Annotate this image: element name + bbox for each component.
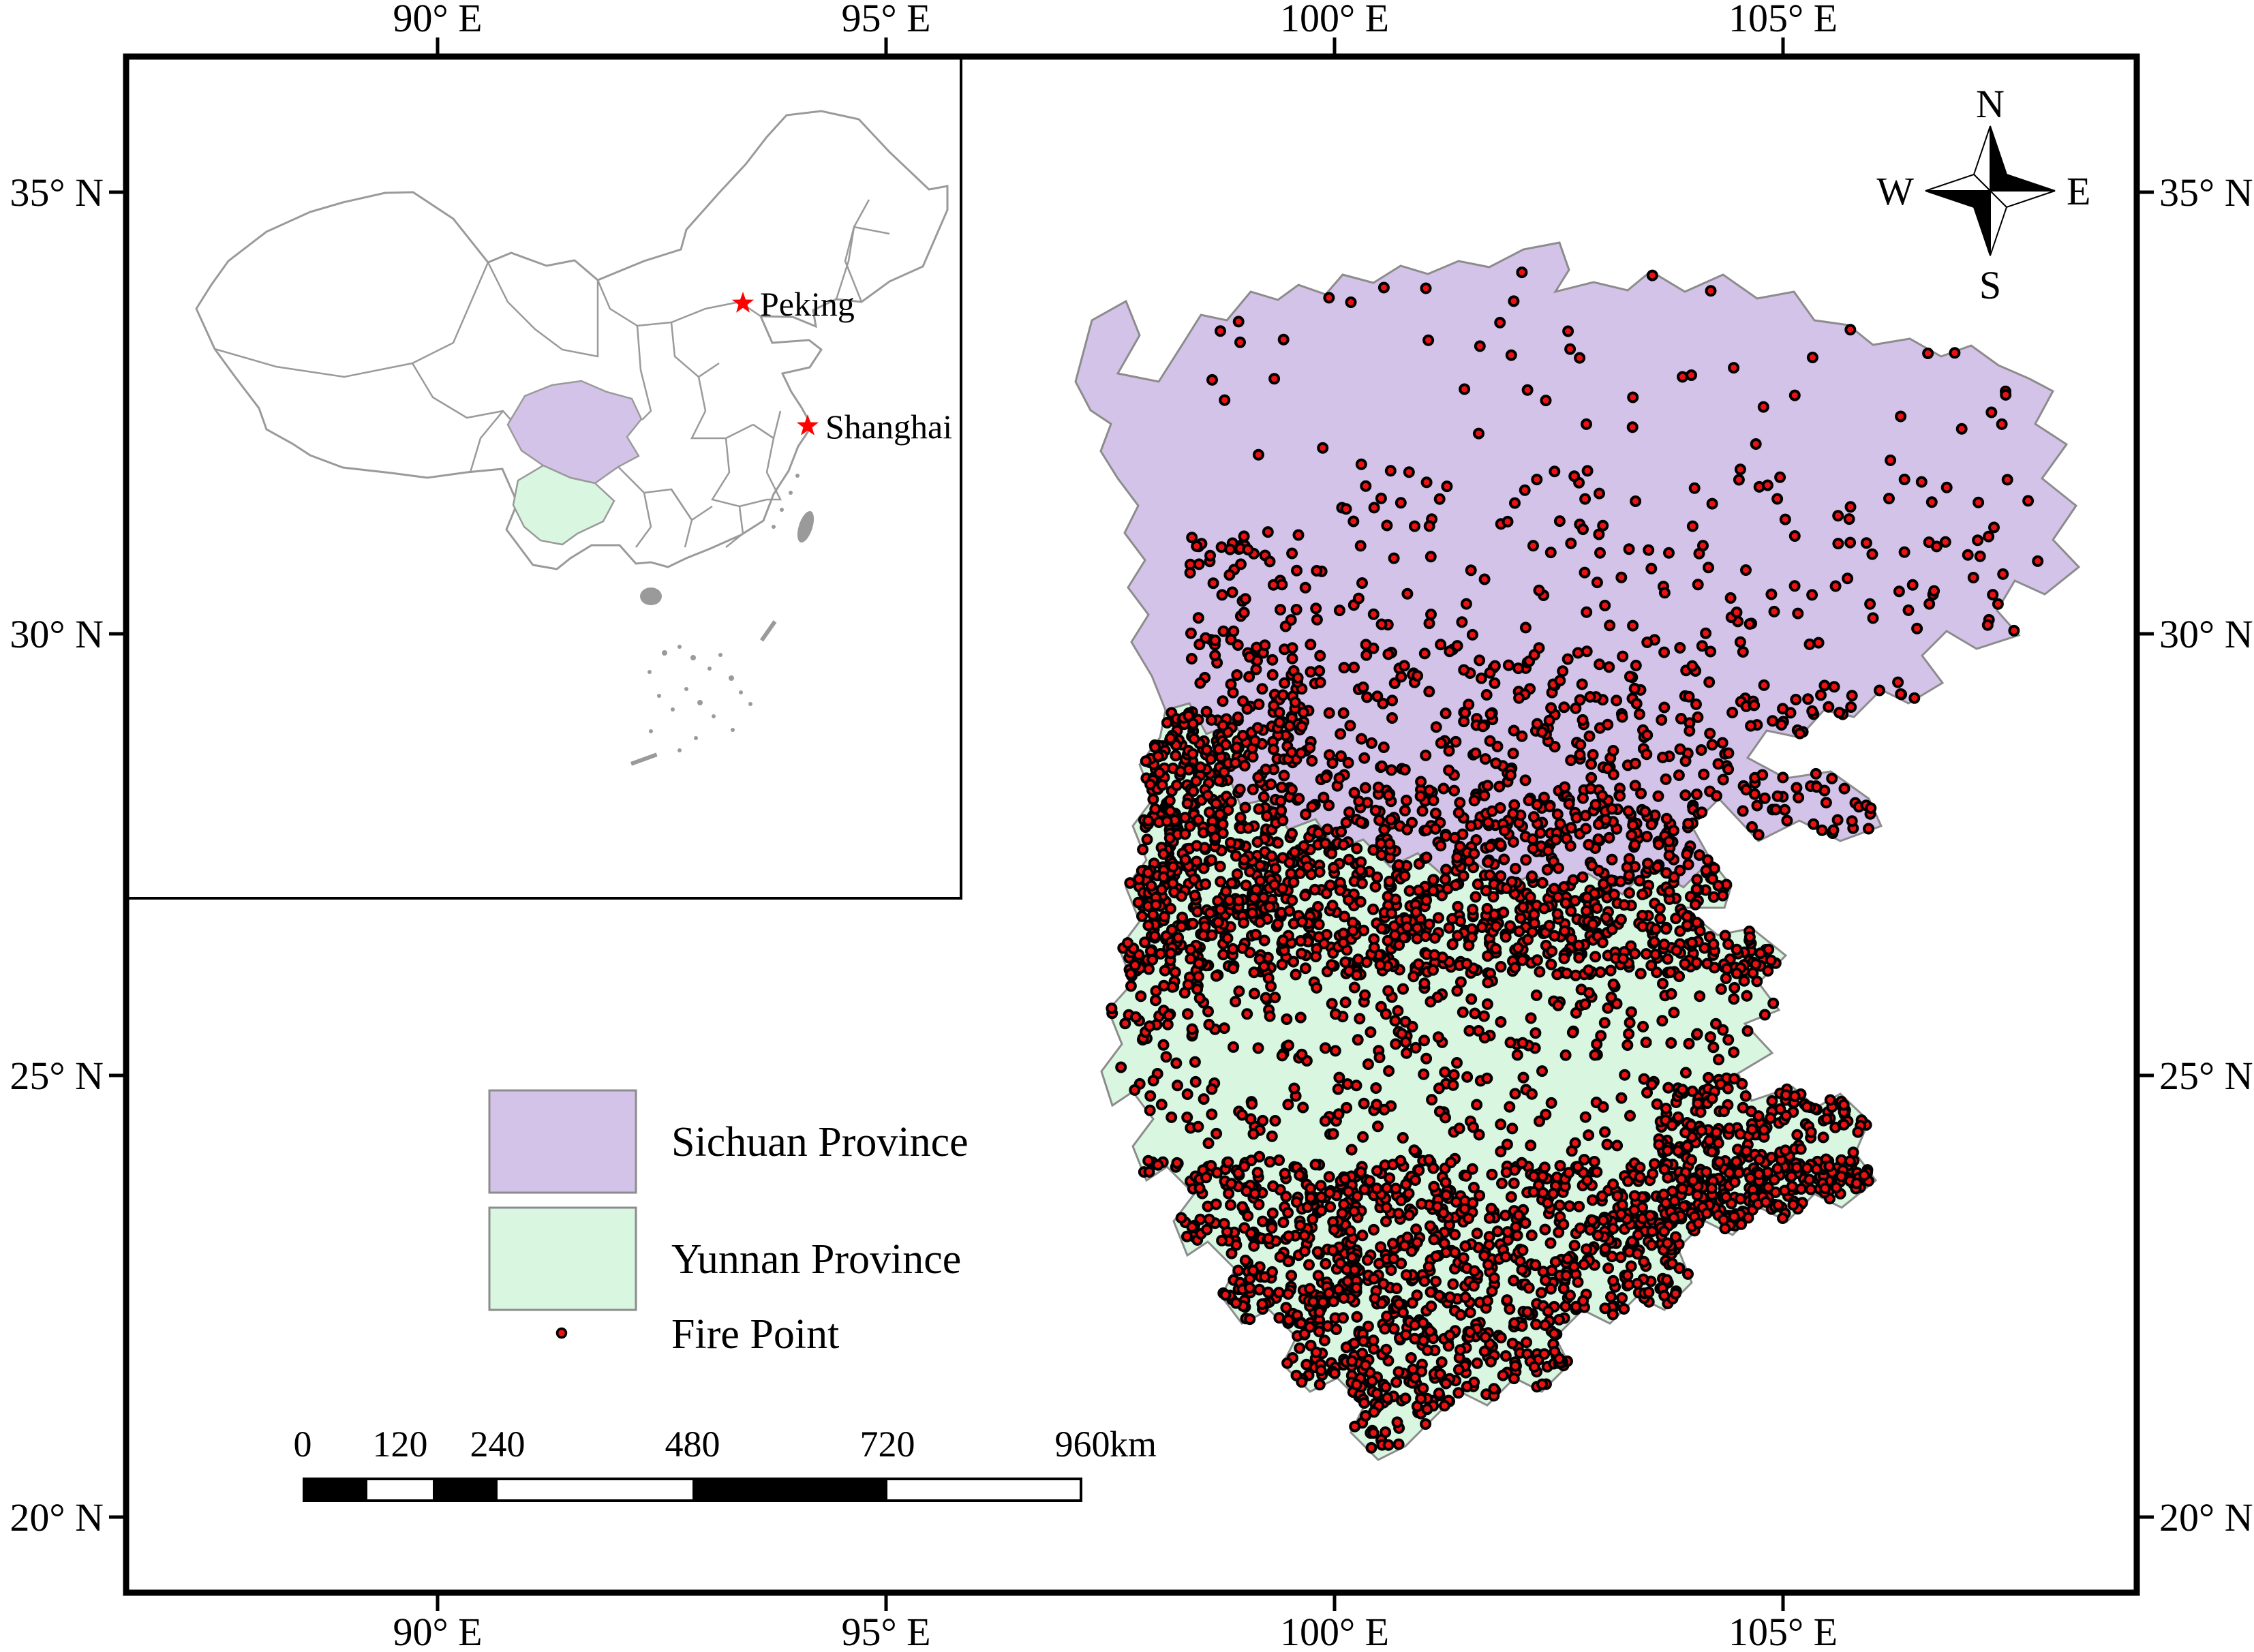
legend: Sichuan Province Yunnan Province Fire Po… xyxy=(488,1089,969,1358)
lat-label-left: 35° N xyxy=(10,170,104,215)
inset-china-map: Peking Shanghai xyxy=(125,55,962,900)
map-frame xyxy=(123,53,2140,1596)
lon-label-bottom: 100° E xyxy=(1280,1610,1389,1652)
lat-label-left: 20° N xyxy=(10,1495,104,1540)
compass-rose-icon: N S W E xyxy=(1876,82,2090,307)
legend-fire-point-icon xyxy=(555,1327,568,1339)
lon-label-top: 95° E xyxy=(841,0,930,40)
scale-tick-label: 480 xyxy=(665,1424,720,1465)
axis-labels: 90° E 95° E 100° E 105° E 90° E 95° E 10… xyxy=(10,0,2253,1652)
islands xyxy=(630,474,814,766)
scale-tick-label: 960 xyxy=(1055,1424,1110,1465)
legend-label-fire-point: Fire Point xyxy=(671,1311,839,1358)
lon-label-top: 105° E xyxy=(1728,0,1838,40)
scale-tick-label: 0 xyxy=(294,1424,312,1465)
legend-swatch-sichuan xyxy=(488,1089,637,1194)
lat-label-right: 20° N xyxy=(2159,1495,2253,1540)
scale-bar-white-segment xyxy=(498,1480,692,1499)
legend-label-yunnan: Yunnan Province xyxy=(671,1236,961,1283)
scale-tick-label: 120 xyxy=(373,1424,428,1465)
lat-label-left: 25° N xyxy=(10,1054,104,1098)
lon-label-bottom: 105° E xyxy=(1728,1610,1838,1652)
legend-label-sichuan: Sichuan Province xyxy=(671,1119,969,1165)
lat-label-right: 30° N xyxy=(2159,612,2253,656)
inset-yunnan-shape xyxy=(512,464,615,546)
scale-unit-label: km xyxy=(1110,1424,1157,1465)
compass-s-label: S xyxy=(1979,263,2001,307)
scale-bar-white-segment xyxy=(367,1480,433,1499)
peking-star-icon xyxy=(731,292,755,313)
axis-ticks xyxy=(109,37,2154,1611)
fire-points-layer xyxy=(1106,266,2044,1454)
peking-label: Peking xyxy=(760,285,855,323)
city-markers: Peking Shanghai xyxy=(731,285,952,446)
lon-label-top: 90° E xyxy=(393,0,482,40)
scale-tick-label: 240 xyxy=(470,1424,526,1465)
scale-bar-white-segment xyxy=(887,1480,1080,1499)
province-boundaries xyxy=(214,199,890,548)
shanghai-star-icon xyxy=(796,414,819,435)
lon-label-bottom: 90° E xyxy=(393,1610,482,1652)
lat-label-right: 25° N xyxy=(2159,1054,2253,1098)
compass-w-label: W xyxy=(1876,169,1914,213)
lon-label-top: 100° E xyxy=(1280,0,1389,40)
lon-label-bottom: 95° E xyxy=(841,1610,930,1652)
compass-e-label: E xyxy=(2067,169,2090,213)
main-map xyxy=(1074,241,2081,1461)
scale-bar: 0 120 240 480 720 960 km xyxy=(294,1424,1157,1502)
scale-tick-label: 720 xyxy=(860,1424,915,1465)
compass-n-label: N xyxy=(1976,82,2005,126)
legend-swatch-yunnan xyxy=(488,1206,637,1311)
lat-label-right: 35° N xyxy=(2159,170,2253,215)
lat-label-left: 30° N xyxy=(10,612,104,656)
shanghai-label: Shanghai xyxy=(825,408,952,446)
